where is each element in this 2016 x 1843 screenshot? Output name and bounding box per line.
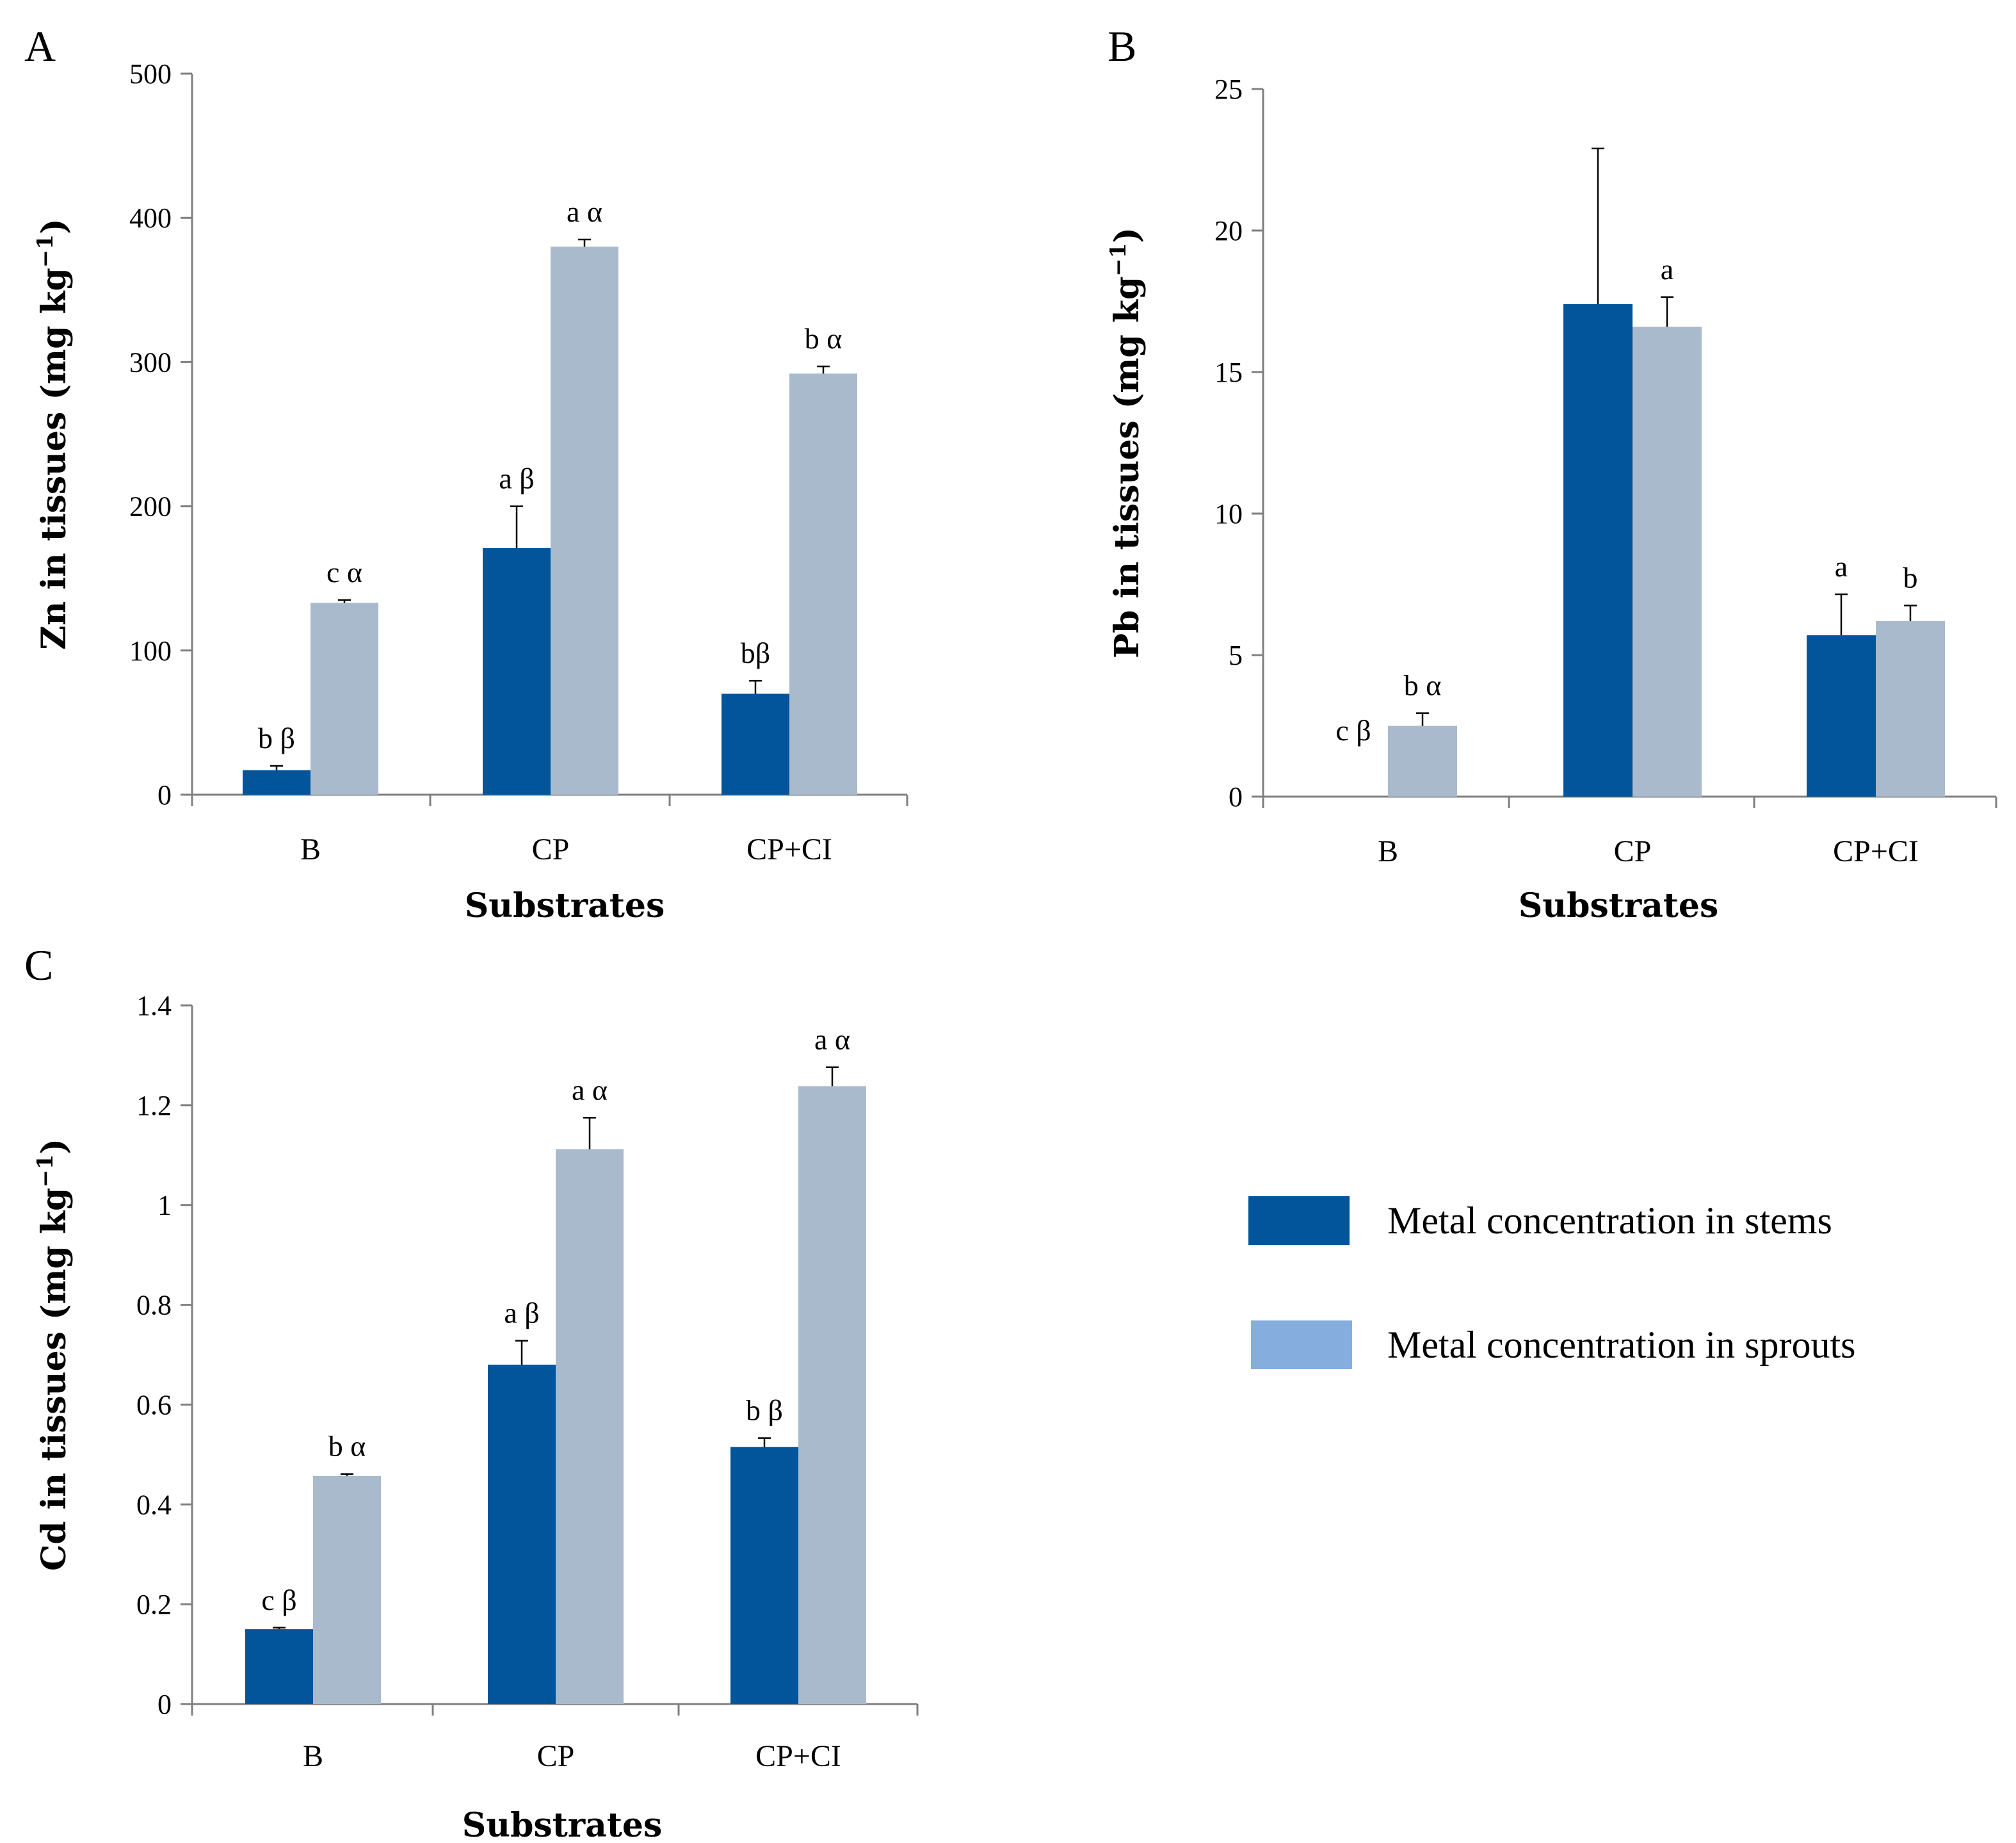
significance-letter: b β [258, 722, 295, 754]
x-tick-label: CP+CI [746, 832, 832, 866]
y-tick-label: 400 [129, 202, 172, 234]
significance-letter: b α [328, 1430, 366, 1463]
y-tick-label: 200 [129, 491, 172, 523]
bar-sprouts [789, 373, 857, 795]
x-axis-title: Substrates [462, 1806, 662, 1843]
y-axis-title: Pb in tissues (mg kg−1) [1106, 227, 1147, 658]
bar-sprouts [1633, 327, 1702, 797]
significance-letter: b α [1404, 669, 1442, 702]
y-tick-label: 0.8 [136, 1290, 172, 1321]
y-tick-label: 0 [157, 1689, 172, 1720]
x-tick-label: B [1378, 834, 1398, 868]
y-tick-label: 15 [1214, 357, 1243, 388]
bar-sprouts [798, 1086, 866, 1704]
significance-letter: a β [504, 1297, 539, 1329]
bar-sprouts [1388, 726, 1457, 797]
bar-stems [730, 1447, 798, 1704]
legend-swatch-sprouts [1251, 1320, 1352, 1369]
legend-label-stems: Metal concentration in stems [1387, 1199, 1832, 1242]
y-tick-label: 0 [157, 779, 172, 811]
panel-letter: B [1108, 22, 1136, 70]
significance-letter: c α [327, 556, 362, 589]
y-tick-label: 0.4 [136, 1489, 172, 1520]
bar-stems [1807, 635, 1876, 797]
significance-letter: b α [805, 322, 843, 355]
panel-c: C 0 0.2 0.4 0.6 0.8 1 1.2 1.4 B CP CP+CI Substrates C… [24, 941, 919, 1843]
y-tick-label: 5 [1229, 640, 1243, 671]
significance-letter: a [1661, 253, 1673, 286]
y-tick-label: 1.4 [136, 990, 172, 1021]
y-tick-label: 0.6 [136, 1389, 172, 1420]
y-tick-label: 500 [129, 58, 172, 90]
significance-letter: b β [746, 1394, 783, 1427]
y-tick-label: 1 [157, 1190, 172, 1221]
x-tick-label: CP+CI [755, 1739, 841, 1773]
y-tick-label: 25 [1214, 74, 1243, 105]
bar-stems [722, 694, 789, 795]
y-axis-title: Zn in tissues (mg kg−1) [33, 218, 74, 649]
significance-letter: a α [567, 195, 602, 228]
x-tick-label: CP [532, 832, 570, 866]
x-axis-title: Substrates [1519, 886, 1718, 925]
significance-letter: c β [261, 1584, 296, 1616]
y-tick-label: 300 [129, 346, 172, 378]
x-tick-label: B [303, 1739, 323, 1773]
significance-letter: bβ [741, 637, 770, 669]
panel-a: A 0 100 200 300 400 500 B CP CP+CI Substrates Zn in… [24, 22, 908, 925]
y-tick-label: 0.2 [136, 1589, 172, 1620]
y-tick-label: 100 [129, 635, 172, 667]
legend-label-sprouts: Metal concentration in sprouts [1387, 1324, 1855, 1366]
panel-b: B 0 5 10 15 20 25 B CP CP+CI Substrates Pb in tissu… [1106, 22, 1997, 925]
y-tick-label: 0 [1229, 781, 1243, 813]
x-axis-title: Substrates [465, 886, 665, 925]
bar-stems [488, 1365, 556, 1704]
x-tick-label: CP [537, 1739, 575, 1773]
bar-stems [1563, 304, 1633, 797]
significance-letter: a β [499, 462, 534, 495]
bar-stems [243, 770, 310, 795]
y-axis-title: Cd in tissues (mg kg−1) [33, 1139, 74, 1571]
panel-letter: A [24, 22, 56, 70]
y-tick-label: 1.2 [136, 1090, 172, 1121]
x-tick-label: B [300, 832, 321, 866]
bar-sprouts [310, 603, 378, 795]
bar-sprouts [556, 1149, 624, 1704]
bar-stems [483, 548, 551, 795]
significance-letter: c β [1335, 714, 1371, 747]
significance-letter: b [1903, 562, 1918, 594]
significance-letter: a [1835, 550, 1848, 583]
legend-swatch-stems [1248, 1196, 1350, 1245]
panel-letter: C [24, 941, 53, 989]
significance-letter: a α [572, 1073, 608, 1106]
bar-sprouts [1876, 621, 1945, 797]
y-tick-label: 20 [1214, 215, 1243, 247]
y-tick-label: 10 [1214, 498, 1243, 530]
bar-stems [245, 1629, 313, 1704]
x-tick-label: CP+CI [1833, 834, 1919, 868]
significance-letter: a α [814, 1023, 850, 1056]
bar-sprouts [313, 1475, 381, 1704]
x-tick-label: CP [1614, 834, 1652, 868]
bar-sprouts [551, 247, 618, 795]
legend: Metal concentration in stems Metal conce… [1248, 1196, 1855, 1369]
